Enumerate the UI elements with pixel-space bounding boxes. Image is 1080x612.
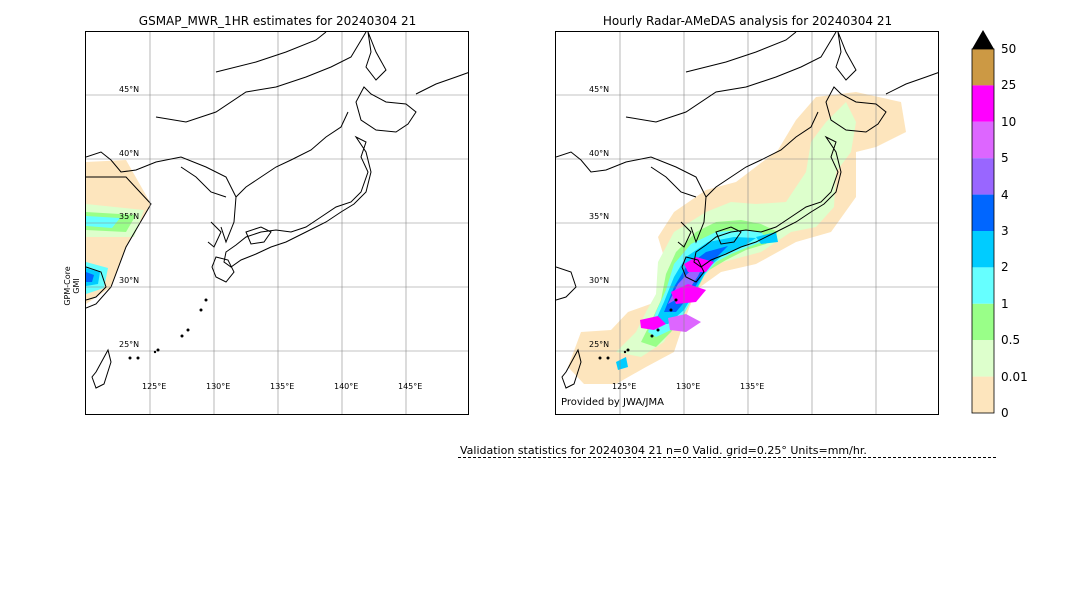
colorbar-bins [972, 49, 994, 413]
colorbar-bin [972, 303, 994, 341]
left-lon-label: 135°E [270, 382, 295, 391]
colorbar-bin [972, 340, 994, 377]
left-gridlines [86, 32, 468, 414]
left-lat-label: 40°N [119, 149, 140, 158]
colorbar-bin [972, 376, 994, 413]
satellite-label-line1: GPM-Core [63, 266, 72, 306]
left-lon-label: 140°E [334, 382, 359, 391]
right-lat-label: 30°N [589, 276, 610, 285]
left-lon-label: 130°E [206, 382, 231, 391]
right-lon-label: 130°E [676, 382, 701, 391]
colorbar-tick-label: 25 [1001, 78, 1017, 93]
validation-underline [458, 457, 996, 458]
colorbar-bin [972, 231, 994, 268]
right-lat-label: 25°N [589, 340, 610, 349]
colorbar-bin [972, 49, 994, 86]
colorbar-tick-label: 5 [1001, 151, 1009, 166]
left-coastlines [86, 32, 468, 389]
left-rain-field-cyan [86, 216, 120, 228]
right-lon-label: 125°E [612, 382, 637, 391]
radar-magenta-cell-1 [684, 257, 714, 272]
left-lat-label: 45°N [119, 85, 140, 94]
colorbar-bin [972, 194, 994, 231]
colorbar-tick-label: 3 [1001, 224, 1009, 238]
left-lat-label: 25°N [119, 340, 140, 349]
right-lat-label: 35°N [589, 212, 610, 221]
right-panel-title: Hourly Radar-AMeDAS analysis for 2024030… [602, 14, 893, 28]
colorbar-tick-label: 0.5 [1001, 333, 1021, 348]
left-islands [128, 298, 208, 360]
right-lat-label: 40°N [589, 149, 610, 158]
right-map-canvas [556, 32, 938, 414]
right-lon-label: 135°E [740, 382, 765, 391]
colorbar-canvas [971, 30, 995, 414]
colorbar-tick-label: 1 [1001, 296, 1009, 311]
colorbar [970, 29, 996, 415]
data-credit: Provided by JWA/JMA [561, 397, 664, 408]
left-map [85, 31, 469, 415]
radar-blue-cell-south [616, 357, 628, 370]
colorbar-bin [972, 121, 994, 159]
colorbar-tick-label: 0 [1001, 406, 1009, 420]
right-coastlines [556, 32, 938, 389]
radar-magenta-cell-2 [671, 284, 706, 304]
colorbar-tick-label: 0.01 [1001, 369, 1028, 384]
satellite-label: GPM-Core GMI [63, 264, 81, 308]
colorbar-bin [972, 158, 994, 195]
left-lon-label: 125°E [142, 382, 167, 391]
left-lat-label: 35°N [119, 212, 140, 221]
colorbar-extend-arrow [972, 30, 994, 49]
colorbar-tick-label: 2 [1001, 260, 1009, 275]
left-lat-label: 30°N [119, 276, 140, 285]
colorbar-bin [972, 267, 994, 304]
colorbar-tick-label: 10 [1001, 114, 1017, 129]
radar-magenta-cell-3 [640, 316, 666, 330]
right-map [555, 31, 939, 415]
left-lon-label: 145°E [398, 382, 423, 391]
left-rain-field-dark [86, 272, 94, 282]
left-panel-title: GSMAP_MWR_1HR estimates for 20240304 21 [138, 14, 417, 28]
right-gridlines [556, 32, 938, 414]
radar-blue-cell-east [756, 232, 778, 244]
colorbar-outline [971, 48, 995, 414]
colorbar-tick-label: 4 [1001, 187, 1009, 202]
colorbar-bin [972, 85, 994, 122]
validation-text: Validation statistics for 20240304 21 n=… [460, 444, 867, 457]
radar-lilac-cell [668, 314, 701, 332]
satellite-label-line2: GMI [72, 278, 81, 294]
right-lat-label: 45°N [589, 85, 610, 94]
right-islands [598, 298, 678, 360]
left-map-canvas [86, 32, 468, 414]
left-swath-edge [86, 176, 152, 309]
colorbar-tick-label: 50 [1001, 42, 1017, 56]
